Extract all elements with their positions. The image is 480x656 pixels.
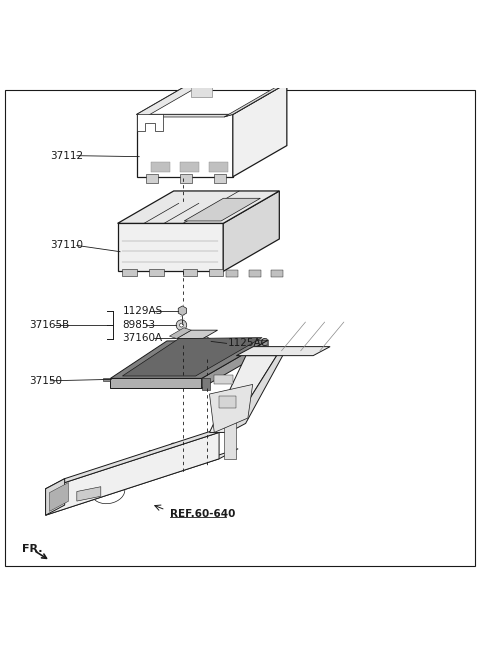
Text: 37165B: 37165B [29,320,69,330]
Circle shape [183,207,196,220]
Polygon shape [180,163,199,172]
Text: 1125AC: 1125AC [228,338,269,348]
Polygon shape [46,449,238,515]
Polygon shape [191,83,212,96]
Polygon shape [223,191,279,272]
Circle shape [179,344,200,365]
Polygon shape [214,375,233,384]
Polygon shape [271,270,283,277]
Circle shape [148,450,153,455]
Circle shape [94,482,101,489]
Polygon shape [180,174,192,182]
Polygon shape [151,163,170,172]
Polygon shape [202,340,268,388]
Circle shape [216,396,222,401]
Polygon shape [46,422,238,489]
Polygon shape [110,340,268,379]
Text: 1129AS: 1129AS [122,306,163,316]
Polygon shape [209,269,223,276]
Polygon shape [224,420,236,459]
Circle shape [213,194,222,202]
Polygon shape [214,174,226,182]
Circle shape [188,358,199,370]
Text: 89853: 89853 [122,320,156,330]
Polygon shape [122,269,137,276]
Polygon shape [118,191,279,223]
Polygon shape [169,328,191,338]
Polygon shape [202,379,210,390]
Polygon shape [46,479,65,515]
Polygon shape [103,379,110,380]
Circle shape [189,331,197,339]
Polygon shape [233,83,287,177]
Circle shape [125,367,137,378]
Polygon shape [219,396,236,409]
Polygon shape [183,269,197,276]
Polygon shape [149,269,164,276]
Polygon shape [209,384,252,432]
Circle shape [129,470,136,477]
Polygon shape [137,114,163,131]
Text: FR.: FR. [22,544,42,554]
Polygon shape [46,432,219,515]
Polygon shape [184,198,260,221]
Circle shape [176,320,187,331]
Polygon shape [110,379,202,388]
Polygon shape [191,83,287,86]
Circle shape [234,194,243,202]
Polygon shape [137,114,233,117]
Text: 37110: 37110 [50,241,84,251]
Circle shape [138,359,149,371]
Polygon shape [228,351,285,432]
Circle shape [216,415,222,421]
Polygon shape [209,356,276,432]
Polygon shape [209,163,228,172]
Circle shape [180,323,183,327]
Polygon shape [146,174,158,182]
Circle shape [171,443,176,448]
Polygon shape [178,306,187,316]
Circle shape [184,350,194,359]
Polygon shape [224,83,287,117]
Polygon shape [49,483,69,512]
Text: REF.60-640: REF.60-640 [170,509,236,519]
Text: 37150: 37150 [29,376,62,386]
Text: 37112: 37112 [50,151,84,161]
Circle shape [204,207,217,220]
Polygon shape [137,83,200,117]
Polygon shape [236,346,330,356]
Polygon shape [202,337,211,348]
Polygon shape [145,137,278,168]
Polygon shape [227,270,239,277]
Bar [180,146,190,155]
Polygon shape [77,487,101,501]
Polygon shape [122,338,262,376]
Circle shape [180,363,191,375]
Polygon shape [137,114,233,177]
Polygon shape [118,223,223,272]
Circle shape [63,492,70,499]
Polygon shape [249,270,261,277]
Circle shape [216,377,222,382]
Text: 37160A: 37160A [122,333,163,343]
Polygon shape [177,330,217,338]
